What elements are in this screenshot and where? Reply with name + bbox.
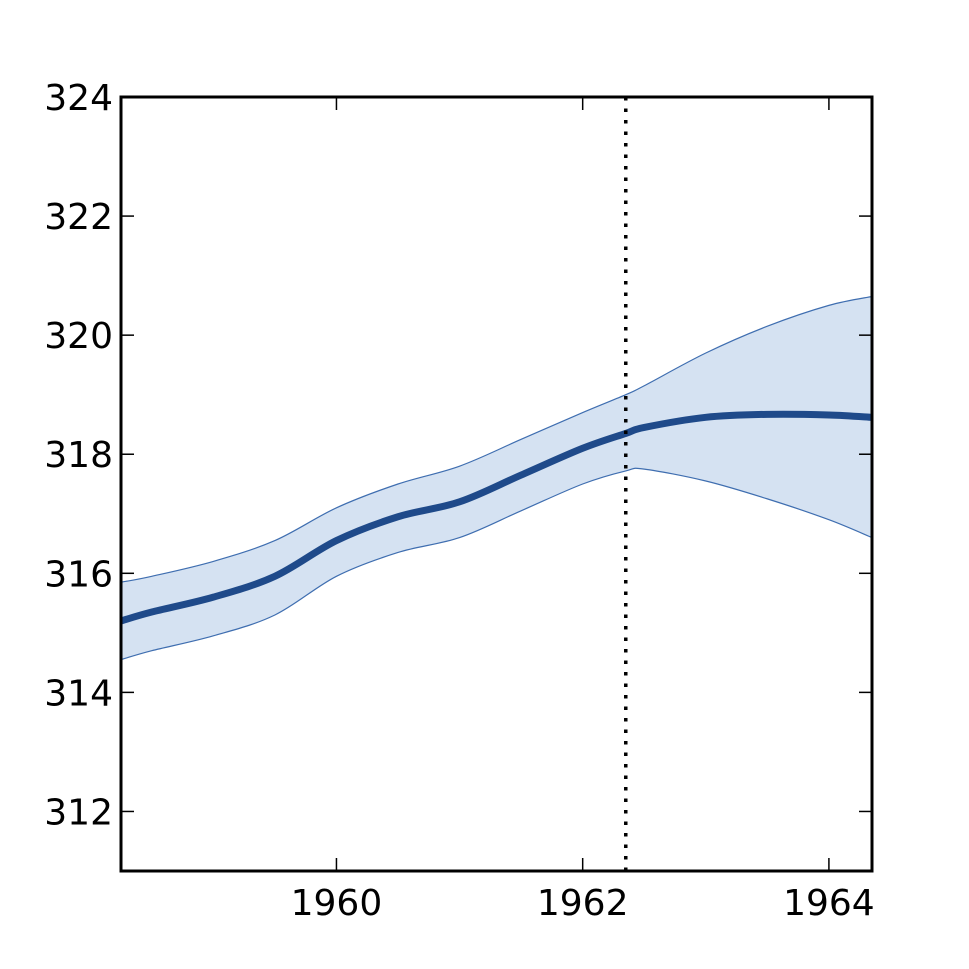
x-tick-label: 1960 bbox=[291, 883, 383, 924]
tick-layer bbox=[121, 96, 872, 871]
axes-layer bbox=[119, 95, 874, 873]
mean-line-layer bbox=[121, 410, 872, 625]
y-tick-label: 320 bbox=[44, 316, 113, 357]
y-tick-label: 324 bbox=[44, 78, 113, 119]
tick-label-layer: 1960 1962 1964 312 314 316 318 320 322 324 bbox=[44, 78, 874, 924]
mean-line bbox=[121, 410, 872, 625]
y-tick-label: 322 bbox=[44, 197, 113, 238]
x-tick-label: 1964 bbox=[783, 883, 875, 924]
y-tick-label: 314 bbox=[44, 673, 113, 714]
y-tick-label: 318 bbox=[44, 435, 113, 476]
confidence-band-upper-edge bbox=[121, 295, 872, 583]
confidence-band-fill bbox=[121, 296, 872, 660]
confidence-band-lower-edge bbox=[121, 467, 872, 661]
y-tick-label: 312 bbox=[44, 792, 113, 833]
confidence-band-layer bbox=[121, 295, 872, 661]
axes-frame bbox=[119, 95, 874, 873]
x-tick-label: 1962 bbox=[537, 883, 629, 924]
y-tick-label: 316 bbox=[44, 554, 113, 595]
